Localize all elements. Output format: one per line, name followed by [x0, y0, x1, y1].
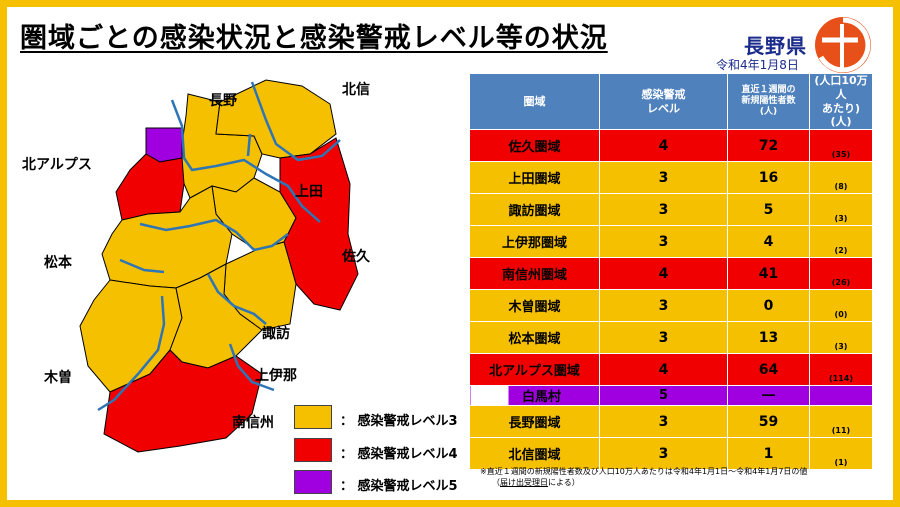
map-label-nagano: 長野: [209, 93, 237, 109]
table-row: 南信州圏域 4 41 (26): [469, 257, 873, 290]
map-label-kamiina: 上伊那: [255, 368, 297, 384]
table-row: 諏訪圏域 3 5 (3): [469, 193, 873, 226]
header-weekly-count: 直近１週間の 新規陽性者数 (人): [727, 73, 810, 130]
map-label-suwa: 諏訪: [262, 326, 290, 342]
prefecture-name: 長野県: [744, 34, 807, 58]
table-row: 木曽圏域 3 0 (0): [469, 289, 873, 322]
map-label-matsumoto: 松本: [44, 255, 72, 271]
table-row: 佐久圏域 4 72 (35): [469, 129, 873, 162]
legend-swatch-level5: [294, 470, 332, 494]
map-region-minamishinshu: [103, 349, 263, 453]
infection-status-table: 圏域 感染警戒 レベル 直近１週間の 新規陽性者数 (人) (人口10万人 あたり) (人…: [469, 73, 873, 470]
map-label-ueda: 上田: [295, 184, 323, 200]
map-region-kita-alps: [115, 153, 185, 221]
legend-label-level4: ： 感染警戒レベル4: [340, 447, 458, 462]
table-header-row: 圏域 感染警戒 レベル 直近１週間の 新規陽性者数 (人) (人口10万人 あたり) (人…: [469, 73, 873, 130]
map-label-saku: 佐久: [342, 249, 370, 265]
header-per-100k: (人口10万人 あたり) (人): [809, 73, 873, 130]
table-row: 長野圏域 3 59 (11): [469, 405, 873, 438]
table-row: 松本圏域 3 13 (3): [469, 321, 873, 354]
map-region-kamiina: [169, 263, 263, 369]
table-sub-row-hakuba: 白馬村 5 ―: [469, 385, 873, 406]
table-row: 上田圏域 3 16 (8): [469, 161, 873, 194]
footnote-line2: （届け出受理日による）: [492, 478, 580, 488]
map-label-hokushin: 北信: [342, 82, 370, 98]
header-level: 感染警戒 レベル: [599, 73, 728, 130]
map-label-minamishinshu: 南信州: [232, 415, 274, 431]
legend-swatch-level4: [294, 438, 332, 462]
nagano-region-map: [79, 79, 359, 453]
footnote: ※直近１週間の新規陽性者数及び人口10万人あたりは令和4年1月1日～令和4年1月…: [480, 466, 875, 488]
table-row: 北信圏域 3 1 (1): [469, 437, 873, 470]
legend-label-level3: ： 感染警戒レベル3: [340, 414, 458, 429]
legend-swatch-level3: [294, 405, 332, 429]
nagano-prefecture-logo-icon: [815, 17, 871, 73]
header-area: 圏域: [469, 73, 600, 130]
river-lines: [97, 81, 341, 412]
table-row: 北アルプス圏域 4 64 (114): [469, 353, 873, 386]
table-row: 上伊那圏域 3 4 (2): [469, 225, 873, 258]
footnote-line1: ※直近１週間の新規陽性者数及び人口10万人あたりは令和4年1月1日～令和4年1月…: [480, 467, 808, 476]
map-label-kita-alps: 北アルプス: [22, 157, 92, 173]
map-label-kiso: 木曽: [44, 370, 72, 386]
page-title: 圏域ごとの感染状況と感染警戒レベル等の状況: [20, 23, 608, 54]
report-date: 令和4年1月8日: [716, 58, 799, 72]
legend-label-level5: ： 感染警戒レベル5: [340, 479, 458, 494]
map-region-saku: [279, 137, 359, 311]
